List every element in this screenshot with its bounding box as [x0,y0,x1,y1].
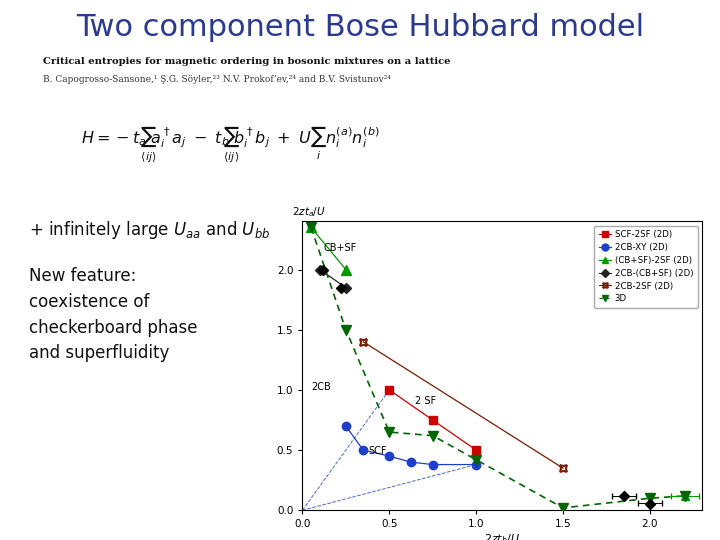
Line: (CB+SF)-2SF (2D): (CB+SF)-2SF (2D) [306,222,351,274]
SCF-2SF (2D) [428,417,437,423]
3D [341,327,350,333]
Text: 2 SF: 2 SF [415,396,436,407]
Text: $H = -t_a \!\!\sum_{\langle ij \rangle}\!\! a_i^\dagger a_j\ -\ t_b \!\!\sum_{\l: $H = -t_a \!\!\sum_{\langle ij \rangle}\… [81,124,379,164]
3D [680,492,689,499]
Line: 2CB-(CB+SF) (2D): 2CB-(CB+SF) (2D) [316,266,350,292]
3D [559,505,567,511]
2CB-XY (2D) [359,447,367,454]
Text: 2CB: 2CB [311,382,330,392]
Legend: SCF-2SF (2D), 2CB-XY (2D), (CB+SF)-2SF (2D), 2CB-(CB+SF) (2D), 2CB-2SF (2D), 3D: SCF-2SF (2D), 2CB-XY (2D), (CB+SF)-2SF (… [594,226,698,308]
Text: SCF: SCF [369,446,387,456]
SCF-2SF (2D) [472,447,480,454]
3D [472,456,480,463]
3D [428,433,437,439]
Line: 2CB-XY (2D): 2CB-XY (2D) [342,422,480,469]
2CB-(CB+SF) (2D) [341,285,350,291]
2CB-XY (2D) [428,461,437,468]
Text: + infinitely large $\mathit{U}_{aa}$ and $\mathit{U}_{bb}$: + infinitely large $\mathit{U}_{aa}$ and… [29,219,270,241]
3D [385,429,394,435]
SCF-2SF (2D) [385,387,394,393]
(CB+SF)-2SF (2D) [307,224,315,231]
Text: CB+SF: CB+SF [323,244,356,253]
Text: $2zt_a/U$: $2zt_a/U$ [292,205,325,219]
3D [646,495,654,502]
(CB+SF)-2SF (2D) [341,266,350,273]
Text: B. Capogrosso-Sansone,¹ Ş.G. Söyler,²³ N.V. Prokofʼev,²⁴ and B.V. Svistunov²⁴: B. Capogrosso-Sansone,¹ Ş.G. Söyler,²³ N… [43,75,391,84]
X-axis label: $2zt_b/U$: $2zt_b/U$ [484,532,521,540]
2CB-(CB+SF) (2D) [315,266,324,273]
2CB-XY (2D) [407,459,415,465]
Text: Critical entropies for magnetic ordering in bosonic mixtures on a lattice: Critical entropies for magnetic ordering… [43,57,451,66]
2CB-XY (2D) [341,423,350,429]
2CB-XY (2D) [472,461,480,468]
Text: Two component Bose Hubbard model: Two component Bose Hubbard model [76,14,644,43]
Text: New feature:
coexistence of
checkerboard phase
and superfluidity: New feature: coexistence of checkerboard… [29,267,197,362]
Line: 3D: 3D [307,223,689,512]
Line: SCF-2SF (2D): SCF-2SF (2D) [385,386,480,454]
3D [307,224,315,231]
2CB-XY (2D) [385,453,394,460]
